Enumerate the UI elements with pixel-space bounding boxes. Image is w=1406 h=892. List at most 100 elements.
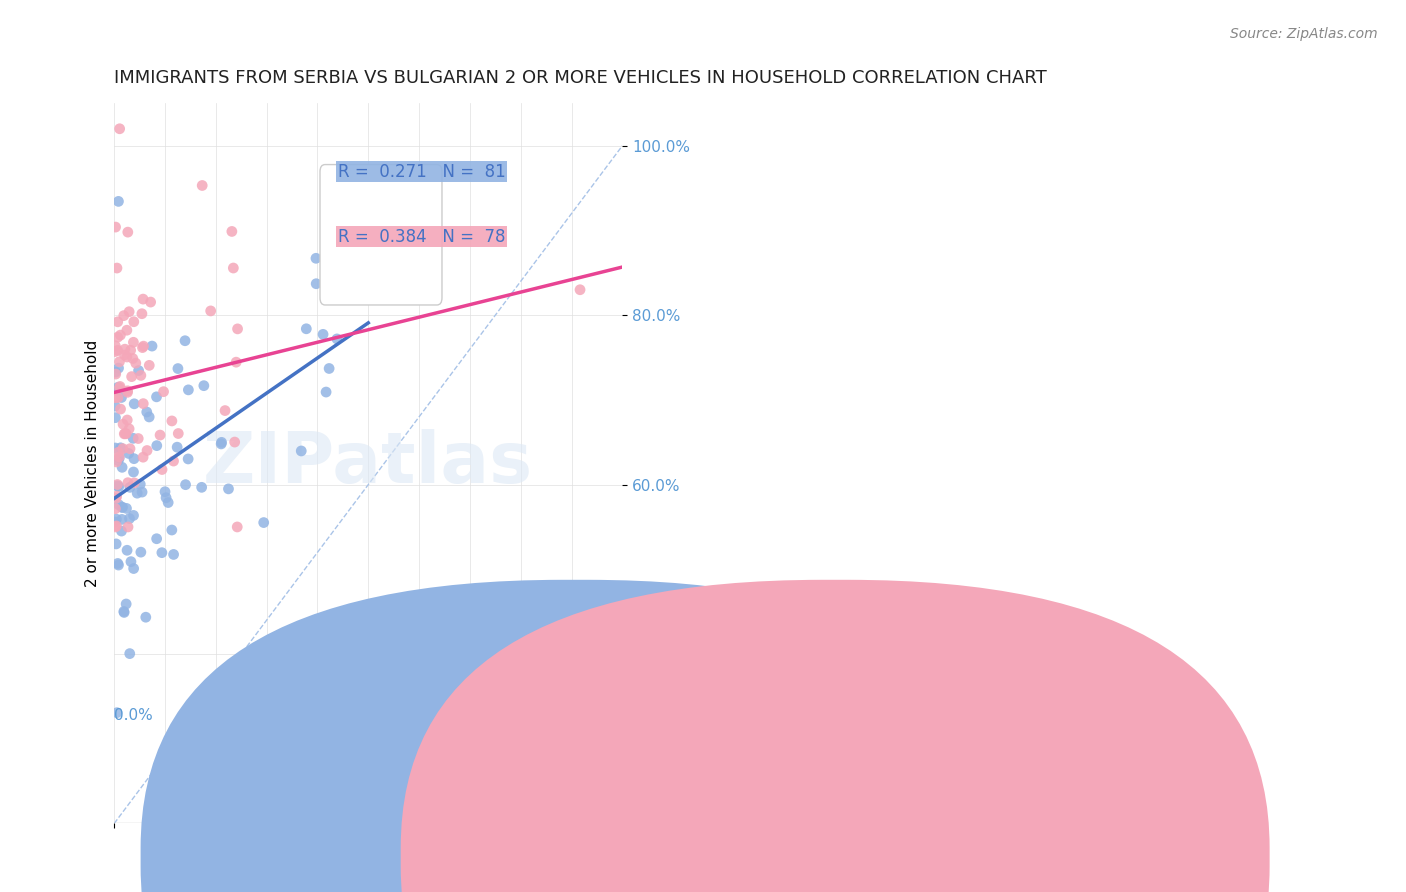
Bulgarian (108, 379, 131, 393)
Bulgarian (104, 391, 127, 405)
Serbia (115, 597, 138, 611)
Serbia (104, 441, 127, 455)
Bulgarian (104, 520, 127, 534)
Bulgarian (131, 307, 153, 321)
Bulgarian (117, 385, 139, 400)
Serbia (118, 480, 141, 494)
Serbia (111, 500, 134, 515)
Serbia (107, 380, 129, 394)
Serbia (104, 384, 127, 398)
Serbia (112, 606, 135, 620)
Text: 0.0%: 0.0% (114, 708, 153, 723)
Bulgarian (200, 304, 222, 318)
Bulgarian (111, 442, 134, 456)
Bulgarian (108, 381, 131, 395)
Serbia (218, 482, 240, 496)
Bulgarian (122, 335, 145, 350)
Bulgarian (121, 369, 143, 384)
Bulgarian (108, 121, 131, 136)
Text: 60.0%: 60.0% (912, 708, 962, 723)
Serbia (138, 409, 160, 424)
Serbia (104, 515, 127, 529)
Bulgarian (104, 220, 127, 235)
Bulgarian (115, 413, 138, 427)
Serbia (174, 334, 197, 348)
Bulgarian (191, 178, 214, 193)
Serbia (141, 339, 163, 353)
Text: ZIPatlas: ZIPatlas (204, 429, 533, 498)
Y-axis label: 2 or more Vehicles in Household: 2 or more Vehicles in Household (86, 340, 100, 587)
Serbia (122, 465, 145, 479)
Bulgarian (114, 426, 136, 441)
Bulgarian (132, 339, 155, 353)
Serbia (354, 258, 377, 272)
Text: R =  0.271   N =  81: R = 0.271 N = 81 (337, 162, 506, 181)
Serbia (111, 460, 134, 475)
Bulgarian (115, 426, 138, 441)
Bulgarian (569, 283, 592, 297)
Serbia (118, 446, 141, 460)
Serbia (107, 361, 129, 376)
Serbia (105, 512, 128, 526)
Bulgarian (107, 330, 129, 344)
Serbia (153, 484, 176, 499)
Bulgarian (149, 428, 172, 442)
Bulgarian (104, 367, 127, 381)
Serbia (122, 561, 145, 575)
Serbia (104, 365, 127, 379)
Serbia (315, 385, 337, 400)
Bulgarian (112, 309, 135, 323)
Serbia (305, 277, 328, 291)
Bulgarian (226, 520, 249, 534)
Serbia (107, 453, 129, 467)
Bulgarian (114, 348, 136, 362)
Serbia (122, 508, 145, 523)
Bulgarian (224, 435, 246, 450)
Text: IMMIGRANTS FROM SERBIA VS BULGARIAN 2 OR MORE VEHICLES IN HOUSEHOLD CORRELATION : IMMIGRANTS FROM SERBIA VS BULGARIAN 2 OR… (114, 69, 1047, 87)
Bulgarian (124, 475, 146, 490)
Serbia (253, 516, 276, 530)
Serbia (108, 451, 131, 466)
Bulgarian (117, 384, 139, 398)
Bulgarian (162, 454, 184, 468)
Bulgarian (104, 344, 127, 359)
Bulgarian (115, 350, 138, 364)
Bulgarian (112, 426, 135, 441)
Serbia (146, 439, 169, 453)
Bulgarian (104, 339, 127, 353)
Serbia (166, 440, 188, 454)
Bulgarian (105, 489, 128, 503)
Bulgarian (221, 224, 243, 238)
Bulgarian (110, 328, 132, 343)
Bulgarian (152, 384, 174, 399)
Serbia (305, 252, 328, 266)
Serbia (111, 500, 134, 515)
Serbia (135, 405, 157, 419)
Serbia (295, 322, 318, 336)
Bulgarian (117, 520, 139, 534)
Serbia (122, 431, 145, 445)
Serbia (115, 543, 138, 558)
Serbia (177, 383, 200, 397)
Serbia (129, 545, 152, 559)
Serbia (162, 548, 184, 562)
Bulgarian (225, 355, 247, 369)
Serbia (110, 441, 132, 455)
Text: Source: ZipAtlas.com: Source: ZipAtlas.com (1230, 27, 1378, 41)
Bulgarian (150, 462, 173, 476)
Bulgarian (132, 292, 155, 306)
Serbia (167, 361, 190, 376)
Serbia (290, 444, 312, 458)
Bulgarian (117, 475, 139, 490)
Bulgarian (118, 442, 141, 456)
Serbia (122, 451, 145, 466)
Bulgarian (139, 295, 162, 310)
Serbia (190, 480, 212, 494)
Serbia (110, 391, 132, 405)
Serbia (131, 485, 153, 500)
Bulgarian (107, 391, 129, 405)
Bulgarian (114, 342, 136, 356)
Serbia (112, 604, 135, 618)
Serbia (115, 501, 138, 516)
Serbia (174, 477, 197, 491)
